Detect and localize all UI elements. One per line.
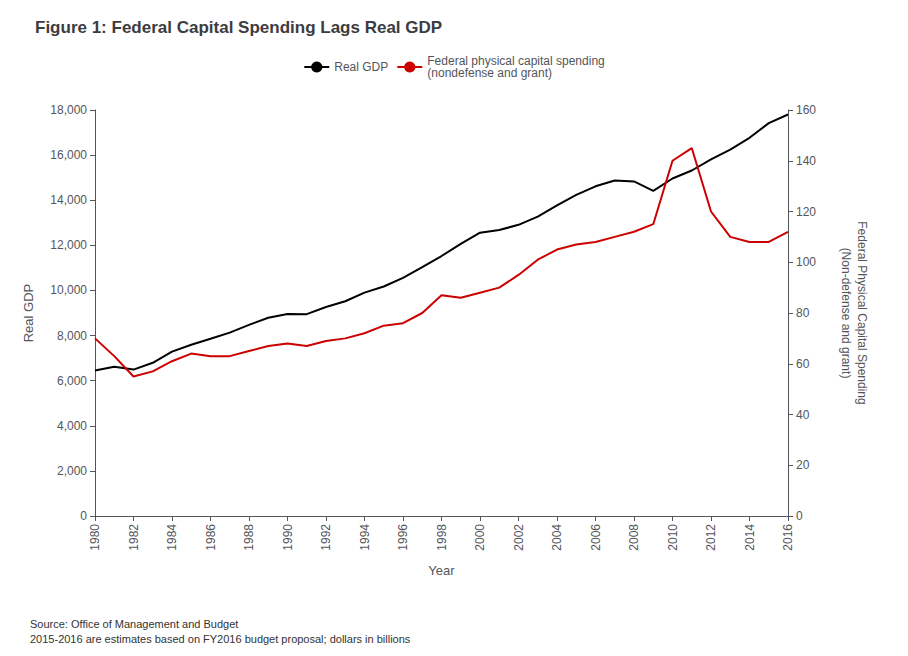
svg-text:2010: 2010: [666, 524, 680, 551]
svg-text:60: 60: [796, 357, 810, 371]
svg-text:Figure 1: Federal Capital Spen: Figure 1: Federal Capital Spending Lags …: [35, 18, 442, 37]
svg-text:Real GDP: Real GDP: [334, 60, 388, 74]
svg-text:Federal Physical Capital Spend: Federal Physical Capital Spending: [855, 221, 869, 404]
svg-text:Real GDP: Real GDP: [21, 284, 36, 343]
svg-text:Year: Year: [428, 563, 455, 578]
svg-text:18,000: 18,000: [50, 103, 87, 117]
svg-text:1996: 1996: [396, 524, 410, 551]
svg-text:0: 0: [796, 509, 803, 523]
svg-text:1992: 1992: [319, 524, 333, 551]
svg-text:100: 100: [796, 255, 816, 269]
svg-text:16,000: 16,000: [50, 148, 87, 162]
svg-text:Federal physical capital spend: Federal physical capital spending: [427, 54, 605, 68]
svg-text:1988: 1988: [242, 524, 256, 551]
svg-text:12,000: 12,000: [50, 238, 87, 252]
svg-text:2012: 2012: [704, 524, 718, 551]
svg-text:(nondefense and grant): (nondefense and grant): [427, 66, 552, 80]
svg-text:80: 80: [796, 306, 810, 320]
svg-text:160: 160: [796, 103, 816, 117]
svg-text:2014: 2014: [743, 524, 757, 551]
svg-text:0: 0: [80, 509, 87, 523]
svg-text:6,000: 6,000: [57, 374, 87, 388]
svg-text:2002: 2002: [512, 524, 526, 551]
svg-text:2006: 2006: [589, 524, 603, 551]
svg-text:1990: 1990: [281, 524, 295, 551]
svg-text:(Non-defense and grant): (Non-defense and grant): [839, 248, 853, 379]
svg-text:20: 20: [796, 458, 810, 472]
svg-text:2008: 2008: [627, 524, 641, 551]
svg-text:Source: Office of Management a: Source: Office of Management and Budget: [30, 618, 238, 630]
svg-text:1984: 1984: [165, 524, 179, 551]
svg-text:40: 40: [796, 408, 810, 422]
svg-text:14,000: 14,000: [50, 193, 87, 207]
svg-text:1998: 1998: [435, 524, 449, 551]
svg-text:8,000: 8,000: [57, 329, 87, 343]
svg-text:2016: 2016: [781, 524, 795, 551]
svg-text:1982: 1982: [127, 524, 141, 551]
svg-text:1986: 1986: [204, 524, 218, 551]
svg-text:1980: 1980: [88, 524, 102, 551]
svg-text:2004: 2004: [550, 524, 564, 551]
svg-text:140: 140: [796, 154, 816, 168]
svg-text:2000: 2000: [473, 524, 487, 551]
svg-text:120: 120: [796, 205, 816, 219]
svg-text:4,000: 4,000: [57, 419, 87, 433]
svg-text:10,000: 10,000: [50, 283, 87, 297]
svg-text:1994: 1994: [358, 524, 372, 551]
svg-text:2,000: 2,000: [57, 464, 87, 478]
svg-text:2015-2016 are estimates based: 2015-2016 are estimates based on FY2016 …: [30, 633, 411, 645]
